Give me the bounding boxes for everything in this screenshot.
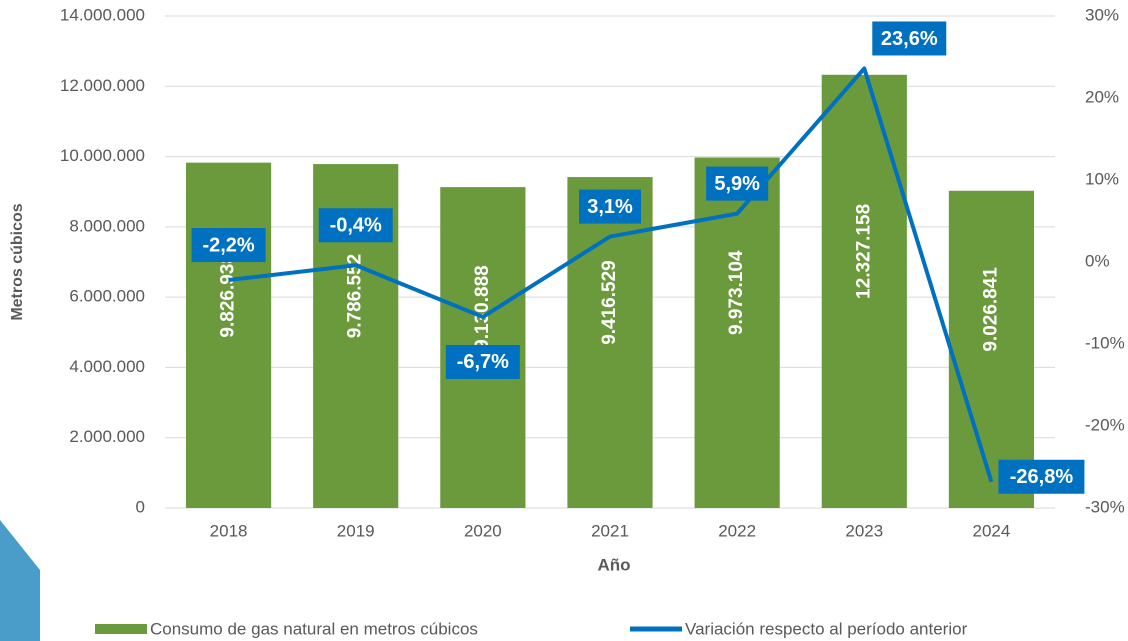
decoration	[0, 520, 40, 641]
y2-tick-label: -30%	[1085, 497, 1125, 516]
line-value-label: -6,7%	[457, 351, 509, 373]
x-tick-label: 2023	[845, 521, 883, 540]
bar-value-label: 12.327.158	[853, 204, 874, 299]
line-value-label: 3,1%	[587, 196, 633, 218]
y2-tick-label: 10%	[1085, 169, 1119, 188]
y-axis-title: Metros cúbicos	[9, 203, 26, 320]
bar-value-label: 9.826.938	[218, 253, 239, 338]
y-tick-label: 8.000.000	[69, 216, 145, 235]
y-tick-label: 0	[136, 497, 145, 516]
y-tick-label: 10.000.000	[60, 146, 145, 165]
y-tick-label: 6.000.000	[69, 287, 145, 306]
bar-value-label: 9.416.529	[599, 260, 620, 345]
x-tick-label: 2018	[210, 521, 248, 540]
legend-label: Consumo de gas natural en metros cúbicos	[150, 619, 478, 638]
chart: Año Metros cúbicos 0 2.000.000 4.000.000 6.…	[0, 0, 1128, 641]
y-tick-label: 14.000.000	[60, 5, 145, 24]
y2-tick-label: 20%	[1085, 87, 1119, 106]
y-tick-label: 2.000.000	[69, 427, 145, 446]
x-tick-label: 2022	[718, 521, 756, 540]
line-value-label: 23,6%	[881, 28, 938, 50]
line-value-label: -2,2%	[202, 234, 254, 256]
y2-tick-label: 30%	[1085, 5, 1119, 24]
line-value-label: -0,4%	[330, 215, 382, 237]
x-axis-title: Año	[597, 555, 630, 574]
y2-tick-label: -10%	[1085, 333, 1125, 352]
legend-label: Variación respecto al período anterior	[685, 619, 968, 638]
bar-value-label: 9.026.841	[980, 267, 1001, 352]
line-value-label: 5,9%	[714, 173, 760, 195]
x-tick-label: 2019	[337, 521, 375, 540]
y-tick-label: 12.000.000	[60, 76, 145, 95]
y2-tick-label: 0%	[1085, 251, 1110, 270]
x-tick-label: 2021	[591, 521, 629, 540]
x-tick-label: 2020	[464, 521, 502, 540]
legend-swatch	[95, 624, 147, 634]
bar-value-label: 9.130.888	[472, 265, 493, 350]
bar-value-label: 9.973.104	[726, 250, 747, 335]
line-value-label: -26,8%	[1010, 466, 1074, 488]
y2-tick-label: -20%	[1085, 415, 1125, 434]
y-tick-label: 4.000.000	[69, 357, 145, 376]
x-tick-label: 2024	[973, 521, 1011, 540]
